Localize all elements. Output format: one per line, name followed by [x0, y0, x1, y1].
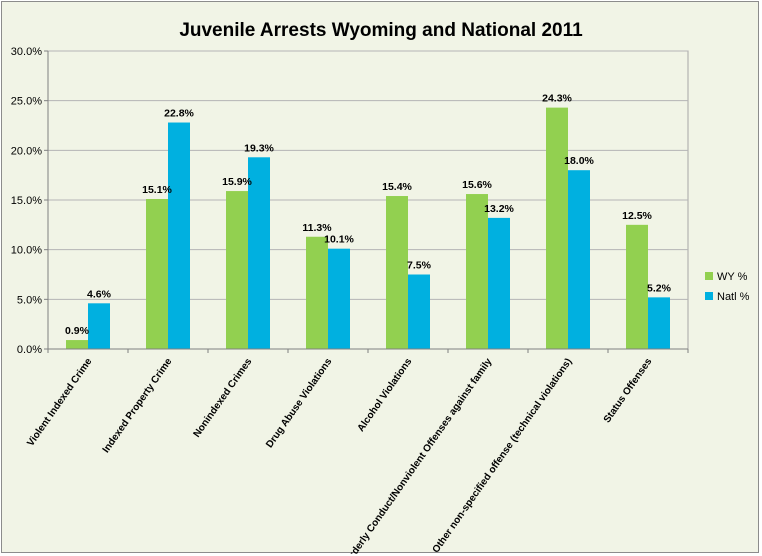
- legend-swatch-natl: [705, 292, 713, 300]
- y-tick-label: 20.0%: [11, 145, 42, 157]
- bar-wy: [306, 236, 328, 349]
- gridlines: [47, 50, 689, 350]
- data-label: 24.3%: [542, 93, 572, 105]
- data-label: 15.4%: [382, 181, 412, 193]
- data-label: 7.5%: [407, 260, 432, 272]
- data-label: 11.3%: [302, 222, 332, 234]
- data-label: 0.9%: [65, 325, 90, 337]
- bar-wy: [546, 107, 568, 350]
- bar-natl: [568, 170, 590, 349]
- bar-natl: [648, 297, 670, 349]
- bar-natl: [248, 157, 270, 349]
- data-label: 15.1%: [142, 184, 172, 196]
- category-label: Status Offenses: [602, 356, 655, 425]
- bar-wy: [386, 196, 408, 349]
- data-label: 4.6%: [87, 288, 112, 300]
- bar-wy: [66, 340, 88, 349]
- data-label: 19.3%: [244, 142, 274, 154]
- data-label: 22.8%: [164, 108, 194, 120]
- legend-swatch-wy: [705, 272, 713, 280]
- chart-title: Juvenile Arrests Wyoming and National 20…: [179, 20, 583, 41]
- category-label: Disorderly Conduct/Nonviolent Offenses a…: [335, 356, 495, 554]
- data-label: 12.5%: [622, 210, 652, 222]
- data-label: 18.0%: [564, 155, 594, 167]
- bar-natl: [488, 217, 510, 349]
- bar-natl: [328, 248, 350, 349]
- bar-natl: [168, 122, 190, 350]
- bar-wy: [626, 224, 648, 349]
- y-tick-label: 25.0%: [11, 96, 42, 108]
- y-tick-label: 5.0%: [17, 294, 42, 306]
- y-tick-label: 0.0%: [17, 344, 42, 356]
- category-label: Nonindexed Crimes: [192, 356, 255, 440]
- data-label: 10.1%: [324, 234, 354, 246]
- bar-natl: [88, 303, 110, 349]
- data-label: 5.2%: [647, 282, 672, 294]
- y-tick-label: 30.0%: [11, 46, 42, 58]
- bar-wy: [466, 194, 488, 349]
- bar-wy: [226, 191, 248, 349]
- category-label: Drug Abuse Violations: [264, 356, 334, 450]
- bar-wy: [146, 199, 168, 349]
- category-label: Indexed Property Crime: [101, 356, 175, 455]
- data-label: 15.9%: [222, 176, 252, 188]
- bars: [66, 107, 670, 350]
- data-label: 15.6%: [462, 179, 492, 191]
- legend-label-natl: Natl %: [717, 291, 750, 303]
- y-tick-label: 10.0%: [11, 245, 42, 257]
- data-labels: 0.9% 4.6% 15.1% 22.8% 15.9% 19.3% 11.3%10.1% 15…: [65, 93, 672, 337]
- category-label: Violent Indexed Crime: [25, 356, 94, 449]
- category-label: Other non-specified offense (technical v…: [431, 356, 575, 554]
- bar-natl: [408, 274, 430, 349]
- legend: WY % Natl %: [705, 271, 750, 303]
- data-label: 13.2%: [484, 203, 514, 215]
- category-label: Alcohol Violations: [356, 356, 415, 434]
- legend-label-wy: WY %: [717, 271, 748, 283]
- y-tick-label: 15.0%: [11, 195, 42, 207]
